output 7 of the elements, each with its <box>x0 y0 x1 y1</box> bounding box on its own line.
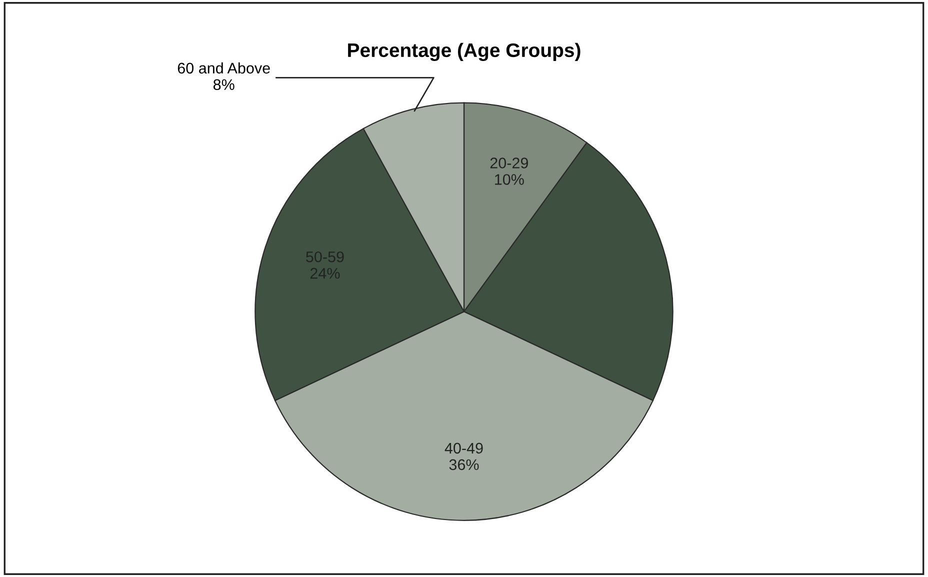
chart-title: Percentage (Age Groups) <box>348 42 580 62</box>
slice-label: 20-29 <box>490 158 528 168</box>
data-label: 8% <box>213 79 234 90</box>
data-label: 10% <box>495 174 524 185</box>
data-label: 36% <box>449 459 479 470</box>
slice-label: 40-49 <box>444 442 483 454</box>
slice-label: 60 and Above <box>178 62 270 74</box>
